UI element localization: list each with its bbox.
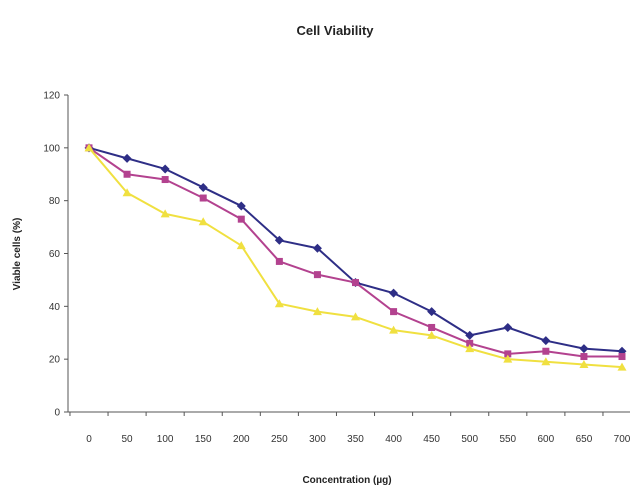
series-line bbox=[88, 147, 622, 358]
y-tick-label: 60 bbox=[49, 249, 61, 260]
data-point bbox=[504, 350, 512, 358]
data-point bbox=[428, 323, 436, 331]
data-point bbox=[351, 312, 360, 321]
data-point bbox=[312, 243, 322, 253]
x-tick-label: 0 bbox=[86, 434, 92, 445]
x-tick-label: 250 bbox=[271, 434, 288, 445]
y-tick-label: 80 bbox=[49, 196, 61, 207]
data-point bbox=[541, 357, 551, 366]
data-point bbox=[352, 279, 359, 287]
series-3 bbox=[84, 143, 627, 371]
data-point bbox=[161, 176, 169, 184]
data-point bbox=[465, 330, 475, 340]
data-point bbox=[427, 330, 437, 339]
data-point bbox=[465, 344, 475, 353]
x-tick-label: 550 bbox=[499, 434, 516, 445]
series-1 bbox=[84, 143, 627, 356]
x-tick-label: 350 bbox=[347, 434, 364, 445]
data-point bbox=[389, 325, 399, 334]
data-point bbox=[160, 209, 170, 218]
x-axis-title: Concentration (µg) bbox=[302, 475, 391, 486]
axes: 0 20 40 60 80 100 120 0 50 100 150 200 250 300 350 400 4… bbox=[43, 91, 630, 446]
data-point bbox=[390, 308, 398, 316]
x-tick-label: 50 bbox=[122, 434, 134, 445]
data-point bbox=[312, 307, 322, 316]
data-point bbox=[274, 235, 284, 245]
data-point bbox=[503, 354, 513, 363]
data-point bbox=[427, 307, 437, 317]
x-tick-label: 700 bbox=[614, 434, 631, 445]
data-point bbox=[542, 347, 550, 355]
x-tick-label: 400 bbox=[385, 434, 402, 445]
data-point bbox=[313, 271, 321, 279]
data-point bbox=[580, 353, 588, 361]
x-tick-label: 450 bbox=[423, 434, 440, 445]
data-point bbox=[122, 153, 132, 163]
data-point bbox=[236, 201, 246, 211]
data-point bbox=[466, 339, 474, 347]
data-point bbox=[618, 353, 626, 361]
data-point bbox=[236, 241, 246, 250]
data-point bbox=[579, 344, 589, 354]
y-tick-label: 20 bbox=[49, 355, 61, 366]
x-tick-label: 300 bbox=[309, 434, 326, 445]
data-point bbox=[579, 359, 589, 368]
x-tick-label: 200 bbox=[233, 434, 250, 445]
x-tick-label: 500 bbox=[461, 434, 478, 445]
y-tick-label: 0 bbox=[54, 408, 60, 419]
data-point bbox=[617, 362, 627, 371]
series-layer bbox=[84, 143, 627, 371]
data-point bbox=[198, 217, 208, 226]
data-point bbox=[160, 164, 170, 174]
series-2 bbox=[85, 144, 626, 361]
chart-title: Cell Viability bbox=[296, 23, 374, 38]
data-point bbox=[199, 194, 207, 202]
y-tick-label: 100 bbox=[43, 143, 60, 154]
x-tick-label: 600 bbox=[538, 434, 555, 445]
x-tick-label: 650 bbox=[576, 434, 593, 445]
data-point bbox=[122, 188, 132, 197]
data-point bbox=[275, 257, 283, 265]
y-tick-label: 120 bbox=[43, 91, 60, 102]
y-tick-label: 40 bbox=[49, 302, 61, 313]
x-tick-label: 100 bbox=[157, 434, 174, 445]
x-tick-label: 150 bbox=[195, 434, 212, 445]
data-point bbox=[389, 288, 399, 298]
data-point bbox=[503, 322, 513, 332]
y-axis-title: Viable cells (%) bbox=[12, 218, 23, 291]
data-point bbox=[274, 299, 284, 308]
data-point bbox=[541, 336, 551, 346]
series-line bbox=[88, 146, 623, 353]
data-point bbox=[198, 182, 208, 192]
data-point bbox=[237, 215, 245, 223]
data-point bbox=[84, 143, 94, 152]
data-point bbox=[123, 170, 131, 178]
